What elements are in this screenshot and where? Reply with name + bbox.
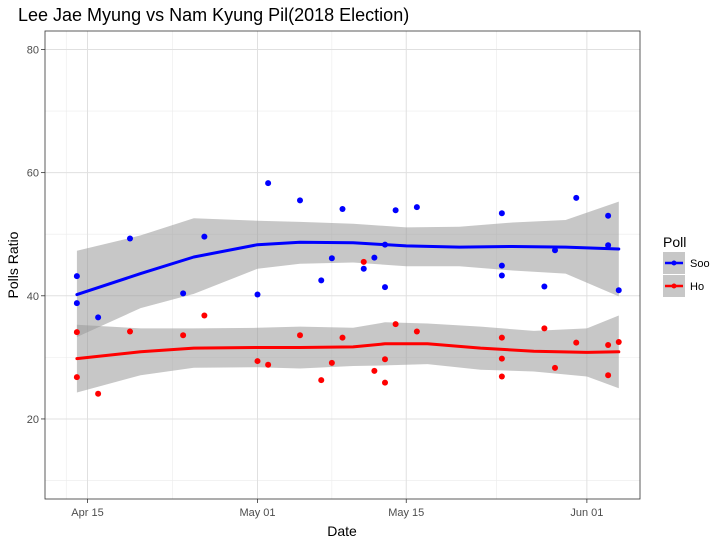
- legend-label-soo: Soo: [690, 258, 710, 270]
- trend-lines: [75, 240, 621, 361]
- data-point-ho: [498, 334, 505, 341]
- confidence-bands: [76, 201, 619, 393]
- x-axis-ticks: Apr 15 May 01 May 15 Jun 01: [71, 499, 603, 519]
- data-point-ho: [328, 359, 335, 366]
- data-point-ho: [498, 373, 505, 380]
- legend-key-point-soo: [671, 260, 677, 266]
- chart-title: Lee Jae Myung vs Nam Kyung Pil(2018 Elec…: [18, 5, 409, 25]
- legend-label-ho: Ho: [690, 281, 704, 293]
- data-point-ho: [382, 379, 388, 386]
- data-point-soo: [297, 197, 303, 204]
- data-points: [73, 180, 622, 397]
- data-point-ho: [180, 332, 187, 339]
- x-tick-label: May 01: [239, 507, 275, 519]
- x-axis-title: Date: [327, 523, 357, 539]
- y-tick-label: 80: [27, 44, 39, 56]
- legend-items: Soo Ho: [663, 252, 710, 297]
- plot-panel: [44, 30, 641, 500]
- data-point-soo: [573, 194, 580, 201]
- data-point-soo: [605, 212, 612, 219]
- data-point-soo: [615, 287, 622, 294]
- data-point-ho: [552, 364, 558, 371]
- data-point-ho: [360, 258, 367, 265]
- data-point-ho: [605, 342, 612, 349]
- data-point-ho: [541, 325, 548, 332]
- data-point-soo: [552, 247, 558, 254]
- data-point-ho: [254, 358, 261, 365]
- data-point-soo: [265, 180, 272, 187]
- data-point-ho: [95, 390, 102, 397]
- data-point-soo: [605, 242, 612, 249]
- x-tick-label: Apr 15: [71, 507, 103, 519]
- trend-line-ho: [75, 342, 621, 361]
- data-point-soo: [360, 265, 367, 272]
- data-point-ho: [201, 312, 208, 319]
- y-axis-ticks: 20 40 60 80: [27, 44, 45, 426]
- data-point-soo: [73, 300, 80, 307]
- data-point-ho: [605, 372, 612, 379]
- data-point-ho: [265, 361, 272, 368]
- data-point-soo: [413, 204, 420, 211]
- data-point-ho: [297, 332, 303, 339]
- y-axis-title: Polls Ratio: [5, 231, 21, 298]
- data-point-soo: [392, 207, 399, 214]
- data-point-ho: [573, 339, 580, 346]
- data-point-soo: [328, 255, 335, 262]
- data-point-ho: [127, 328, 133, 335]
- data-point-soo: [498, 210, 505, 217]
- data-point-soo: [382, 284, 388, 291]
- trend-line-soo: [75, 240, 621, 297]
- data-point-ho: [318, 377, 325, 384]
- data-point-soo: [498, 272, 505, 279]
- data-point-ho: [413, 328, 420, 335]
- data-point-soo: [180, 290, 187, 297]
- data-point-soo: [498, 262, 505, 269]
- data-point-soo: [201, 233, 208, 240]
- y-tick-label: 40: [27, 291, 39, 303]
- data-point-ho: [73, 329, 80, 336]
- data-point-ho: [73, 374, 80, 381]
- data-point-ho: [339, 334, 346, 341]
- legend: Poll Soo Ho: [663, 234, 710, 297]
- data-point-soo: [339, 205, 346, 212]
- data-point-ho: [371, 367, 378, 374]
- data-point-ho: [392, 321, 399, 328]
- legend-title: Poll: [663, 234, 686, 250]
- legend-key-point-ho: [671, 283, 677, 289]
- plot-border: [44, 30, 641, 500]
- data-point-soo: [541, 283, 548, 290]
- data-point-soo: [73, 273, 80, 280]
- data-point-soo: [318, 277, 325, 284]
- x-tick-label: May 15: [388, 507, 424, 519]
- y-tick-label: 60: [27, 168, 39, 180]
- data-point-soo: [127, 235, 133, 242]
- data-point-soo: [254, 291, 261, 298]
- data-point-soo: [371, 254, 378, 261]
- data-point-ho: [498, 355, 505, 362]
- confidence-band-soo: [76, 201, 619, 337]
- confidence-band-ho: [76, 315, 619, 393]
- data-point-soo: [95, 314, 102, 321]
- y-tick-label: 20: [27, 414, 39, 426]
- x-tick-label: Jun 01: [570, 507, 603, 519]
- data-point-ho: [615, 338, 622, 345]
- data-point-ho: [382, 356, 388, 363]
